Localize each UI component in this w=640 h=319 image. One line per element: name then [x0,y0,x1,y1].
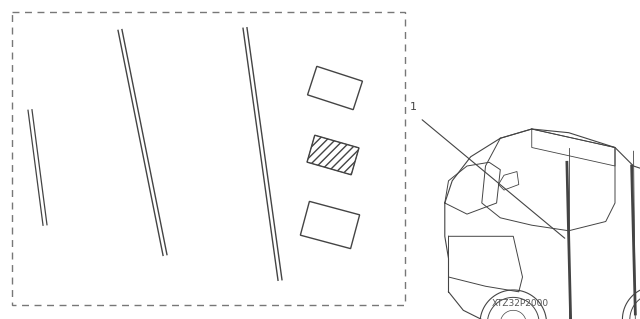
Polygon shape [308,66,362,110]
Polygon shape [300,201,360,249]
Bar [12,12,405,305]
Text: 1: 1 [410,102,417,112]
Polygon shape [307,135,359,175]
Text: XTZ32P2000: XTZ32P2000 [492,299,548,308]
